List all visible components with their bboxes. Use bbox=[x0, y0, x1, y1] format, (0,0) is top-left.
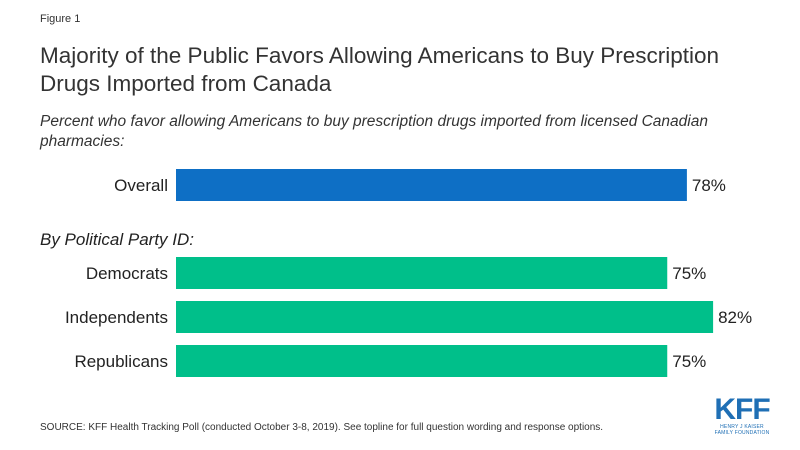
value-label-republicans: 75% bbox=[672, 352, 706, 371]
kff-logo: KFF HENRY J KAISER FAMILY FOUNDATION bbox=[711, 393, 773, 437]
chart-title: Majority of the Public Favors Allowing A… bbox=[40, 43, 720, 96]
category-label-overall: Overall bbox=[114, 176, 168, 195]
bar-independents bbox=[176, 301, 714, 333]
kff-logo-line1: HENRY J KAISER bbox=[720, 424, 764, 430]
category-label-democrats: Democrats bbox=[86, 264, 168, 283]
kff-logo-line2: FAMILY FOUNDATION bbox=[714, 430, 770, 436]
group-label-party: By Political Party ID: bbox=[40, 230, 194, 249]
bar-overall bbox=[176, 169, 687, 201]
value-label-overall: 78% bbox=[692, 176, 726, 195]
bar-democrats bbox=[176, 257, 668, 289]
bar-republicans bbox=[176, 345, 668, 377]
kff-logo-mark: KFF bbox=[714, 393, 770, 426]
value-label-democrats: 75% bbox=[672, 264, 706, 283]
figure-label: Figure 1 bbox=[40, 13, 81, 25]
category-label-republicans: Republicans bbox=[74, 352, 168, 371]
category-label-independents: Independents bbox=[65, 308, 168, 327]
value-label-independents: 82% bbox=[718, 308, 752, 327]
chart-subtitle: Percent who favor allowing Americans to … bbox=[40, 113, 708, 150]
source-note: SOURCE: KFF Health Tracking Poll (conduc… bbox=[40, 422, 604, 433]
